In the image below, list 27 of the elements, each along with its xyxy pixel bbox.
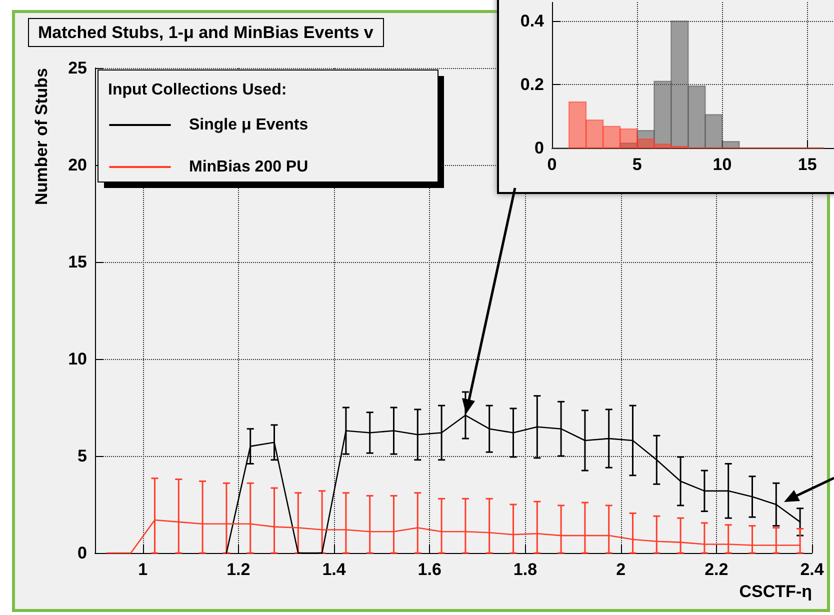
y-tick-label: 0 [534,138,544,158]
x-tick-label: 10 [712,155,732,174]
y-tick-label: 15 [68,252,87,272]
y-tick-label: 10 [68,350,87,368]
y-tick-label: 0 [78,544,87,562]
legend-label: MinBias 200 PU [189,158,308,176]
x-tick-label: 5 [632,155,642,174]
x-tick-label: 2 [616,560,626,579]
x-axis-title: CSCTF-η [739,582,812,601]
legend-title: Input Collections Used: [108,82,287,98]
y-tick-label: 20 [68,156,87,174]
x-tick-label: 1.2 [226,560,250,579]
y-tick-label: 0.2 [520,75,544,94]
x-tick-label: 1 [138,560,148,579]
x-tick-label: 1.8 [513,560,538,579]
chart-title: Matched Stubs, 1-μ and MinBias Events v [38,23,374,42]
x-tick-label: 1.4 [322,560,346,579]
x-tick-label: 15 [798,155,817,174]
y-tick-label: 25 [68,58,87,78]
y-tick-label: 5 [78,446,87,466]
x-tick-label: 0 [547,155,557,174]
legend-label: Single μ Events [189,116,308,134]
y-axis-title: Number of Stubs [32,68,51,205]
x-tick-label: 2.4 [800,560,824,579]
x-tick-label: 2.2 [704,560,728,579]
y-tick-label: 0.4 [520,12,545,31]
x-tick-label: 1.6 [418,560,442,579]
